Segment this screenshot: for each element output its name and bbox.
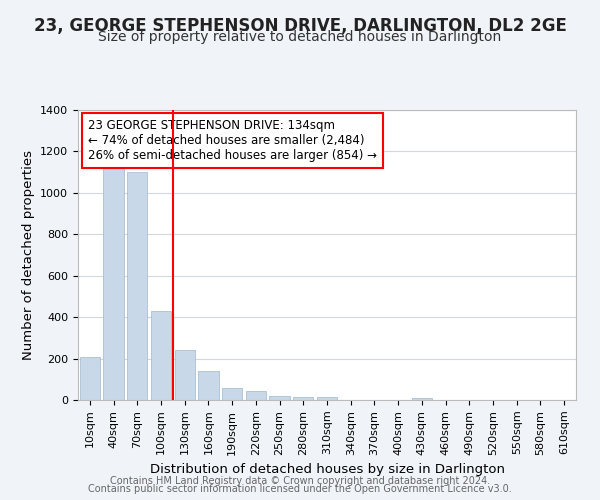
Bar [293,397,313,400]
Text: Contains public sector information licensed under the Open Government Licence v3: Contains public sector information licen… [88,484,512,494]
X-axis label: Distribution of detached houses by size in Darlington: Distribution of detached houses by size … [149,463,505,476]
Bar [199,371,218,400]
Y-axis label: Number of detached properties: Number of detached properties [22,150,35,360]
Bar [80,356,100,400]
Bar [246,390,266,400]
Text: 23 GEORGE STEPHENSON DRIVE: 134sqm
← 74% of detached houses are smaller (2,484)
: 23 GEORGE STEPHENSON DRIVE: 134sqm ← 74%… [88,118,377,162]
Text: Contains HM Land Registry data © Crown copyright and database right 2024.: Contains HM Land Registry data © Crown c… [110,476,490,486]
Bar [103,168,124,400]
Bar [127,172,148,400]
Bar [269,396,290,400]
Bar [317,397,337,400]
Text: Size of property relative to detached houses in Darlington: Size of property relative to detached ho… [98,30,502,44]
Bar [222,388,242,400]
Bar [175,350,195,400]
Bar [412,398,432,400]
Bar [151,311,171,400]
Text: 23, GEORGE STEPHENSON DRIVE, DARLINGTON, DL2 2GE: 23, GEORGE STEPHENSON DRIVE, DARLINGTON,… [34,18,566,36]
